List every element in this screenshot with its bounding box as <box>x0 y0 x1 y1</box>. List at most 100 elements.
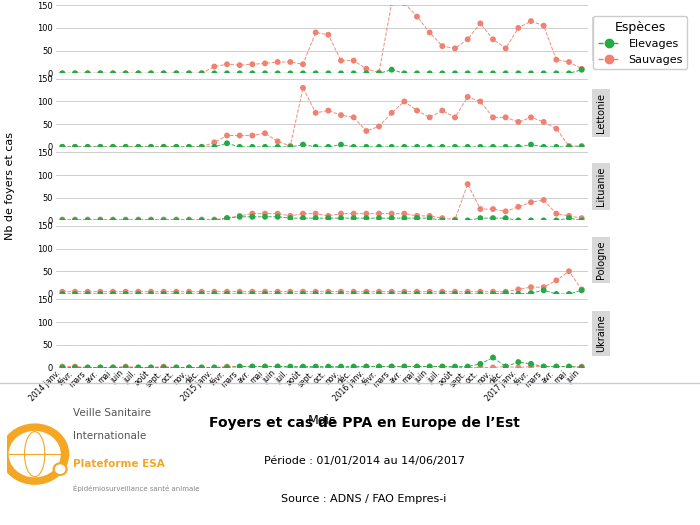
Point <box>462 216 473 225</box>
Point <box>146 215 157 224</box>
Point <box>475 363 486 372</box>
Point <box>158 69 169 78</box>
Point <box>146 216 157 225</box>
Point <box>512 285 524 293</box>
Point <box>107 215 118 224</box>
Point <box>399 97 410 106</box>
Point <box>449 69 461 78</box>
Point <box>120 143 132 151</box>
Point <box>133 143 144 151</box>
Point <box>449 143 461 151</box>
Point <box>551 209 562 218</box>
Point <box>462 180 473 188</box>
Point <box>526 283 537 291</box>
Text: Foyers et cas de PPA en Europe de l’Est: Foyers et cas de PPA en Europe de l’Est <box>209 416 519 430</box>
Point <box>298 83 309 92</box>
Point <box>120 290 132 298</box>
Point <box>462 362 473 371</box>
Point <box>234 362 245 371</box>
Point <box>260 362 271 371</box>
Point <box>335 214 346 223</box>
Point <box>487 205 498 213</box>
Point <box>412 362 423 371</box>
Point <box>285 212 296 220</box>
Point <box>373 122 384 131</box>
Point <box>234 61 245 69</box>
Point <box>234 213 245 221</box>
Point <box>82 69 93 78</box>
Point <box>94 143 106 151</box>
Text: Nb de foyers et cas: Nb de foyers et cas <box>6 132 15 240</box>
Point <box>57 288 68 296</box>
Point <box>209 216 220 225</box>
Point <box>260 143 271 151</box>
Point <box>348 209 359 218</box>
Point <box>285 363 296 372</box>
Point <box>500 44 511 52</box>
Point <box>120 363 132 372</box>
Point <box>564 212 575 220</box>
Point <box>424 290 435 298</box>
Point <box>323 107 334 115</box>
Point <box>209 143 220 151</box>
Point <box>373 209 384 218</box>
Point <box>146 290 157 298</box>
Point <box>437 69 448 78</box>
Point <box>57 69 68 78</box>
Point <box>246 362 258 371</box>
Point <box>526 140 537 149</box>
Point <box>260 209 271 218</box>
Point <box>399 288 410 296</box>
Point <box>386 0 398 7</box>
Point <box>146 69 157 78</box>
Point <box>171 363 182 372</box>
Point <box>82 288 93 296</box>
Point <box>146 363 157 372</box>
Point <box>360 362 372 371</box>
Point <box>386 209 398 218</box>
Point <box>209 363 220 372</box>
Point <box>437 216 448 225</box>
Point <box>285 290 296 298</box>
Point <box>512 143 524 151</box>
Point <box>424 28 435 37</box>
Point <box>196 143 207 151</box>
Point <box>246 290 258 298</box>
Point <box>133 215 144 224</box>
Point <box>564 69 575 78</box>
Point <box>437 214 448 223</box>
Point <box>171 288 182 296</box>
Text: Période : 01/01/2014 au 14/06/2017: Période : 01/01/2014 au 14/06/2017 <box>263 456 465 466</box>
Point <box>399 290 410 298</box>
Point <box>246 288 258 296</box>
Text: Lituanie: Lituanie <box>596 167 606 206</box>
Point <box>272 209 284 218</box>
Point <box>360 214 372 223</box>
Point <box>500 69 511 78</box>
Point <box>298 290 309 298</box>
Point <box>564 214 575 223</box>
Point <box>564 290 575 298</box>
Point <box>82 363 93 372</box>
Point <box>551 56 562 64</box>
Point <box>424 69 435 78</box>
Point <box>183 215 195 224</box>
Point <box>158 143 169 151</box>
Point <box>221 131 232 140</box>
Point <box>234 290 245 298</box>
Point <box>399 362 410 371</box>
Point <box>196 143 207 151</box>
Point <box>94 69 106 78</box>
Point <box>323 363 334 372</box>
Point <box>209 138 220 146</box>
Point <box>272 362 284 371</box>
Point <box>412 290 423 298</box>
Point <box>475 214 486 223</box>
Point <box>424 362 435 371</box>
Point <box>576 214 587 223</box>
Point <box>82 215 93 224</box>
Point <box>57 363 68 372</box>
Point <box>360 209 372 218</box>
Point <box>69 216 80 225</box>
Point <box>512 358 524 366</box>
